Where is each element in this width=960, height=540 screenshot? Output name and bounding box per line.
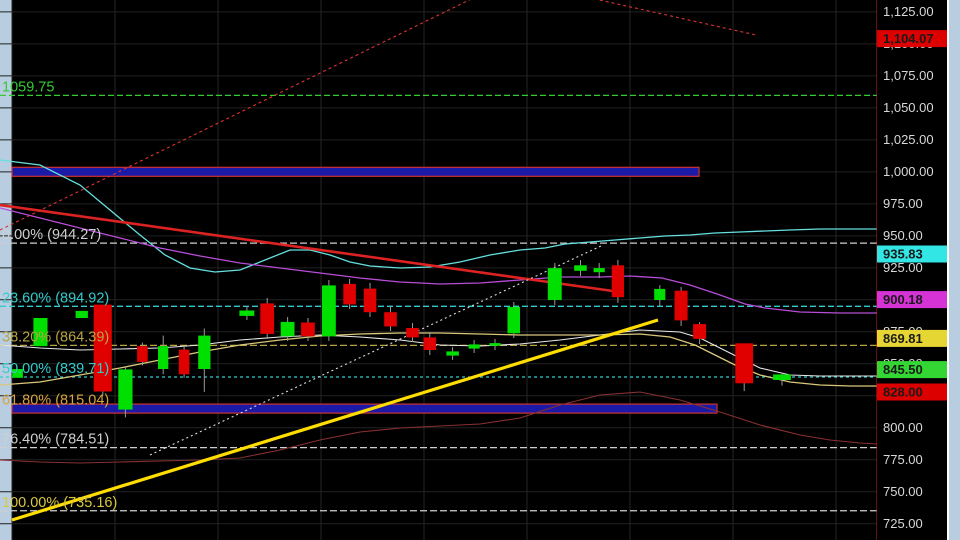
svg-text:845.50: 845.50 bbox=[883, 362, 923, 377]
svg-text:1,025.00: 1,025.00 bbox=[883, 132, 934, 147]
svg-text:950.00: 950.00 bbox=[883, 228, 923, 243]
svg-text:725.00: 725.00 bbox=[883, 516, 923, 531]
svg-text:828.00: 828.00 bbox=[883, 385, 923, 400]
svg-text:1059.75: 1059.75 bbox=[2, 79, 54, 95]
svg-text:1,125.00: 1,125.00 bbox=[883, 4, 934, 19]
svg-text:76.40% (784.51): 76.40% (784.51) bbox=[2, 432, 109, 448]
svg-text:775.00: 775.00 bbox=[883, 452, 923, 467]
svg-text:900.18: 900.18 bbox=[883, 292, 923, 307]
svg-text:1,000.00: 1,000.00 bbox=[883, 164, 934, 179]
svg-text:61.80% (815.04): 61.80% (815.04) bbox=[2, 393, 109, 409]
svg-text:1,050.00: 1,050.00 bbox=[883, 100, 934, 115]
svg-text:100.00% (735.16): 100.00% (735.16) bbox=[2, 495, 117, 511]
svg-text:800.00: 800.00 bbox=[883, 420, 923, 435]
svg-text:750.00: 750.00 bbox=[883, 484, 923, 499]
svg-text:0.00% (944.27): 0.00% (944.27) bbox=[2, 227, 101, 243]
svg-text:975.00: 975.00 bbox=[883, 196, 923, 211]
svg-text:1,104.07: 1,104.07 bbox=[883, 31, 934, 46]
svg-text:1,075.00: 1,075.00 bbox=[883, 68, 934, 83]
svg-text:869.81: 869.81 bbox=[883, 331, 923, 346]
svg-text:935.83: 935.83 bbox=[883, 247, 923, 262]
svg-text:50.00% (839.71): 50.00% (839.71) bbox=[2, 361, 109, 377]
svg-text:23.60% (894.92): 23.60% (894.92) bbox=[2, 290, 109, 306]
svg-text:38.20% (864.39): 38.20% (864.39) bbox=[2, 329, 109, 345]
